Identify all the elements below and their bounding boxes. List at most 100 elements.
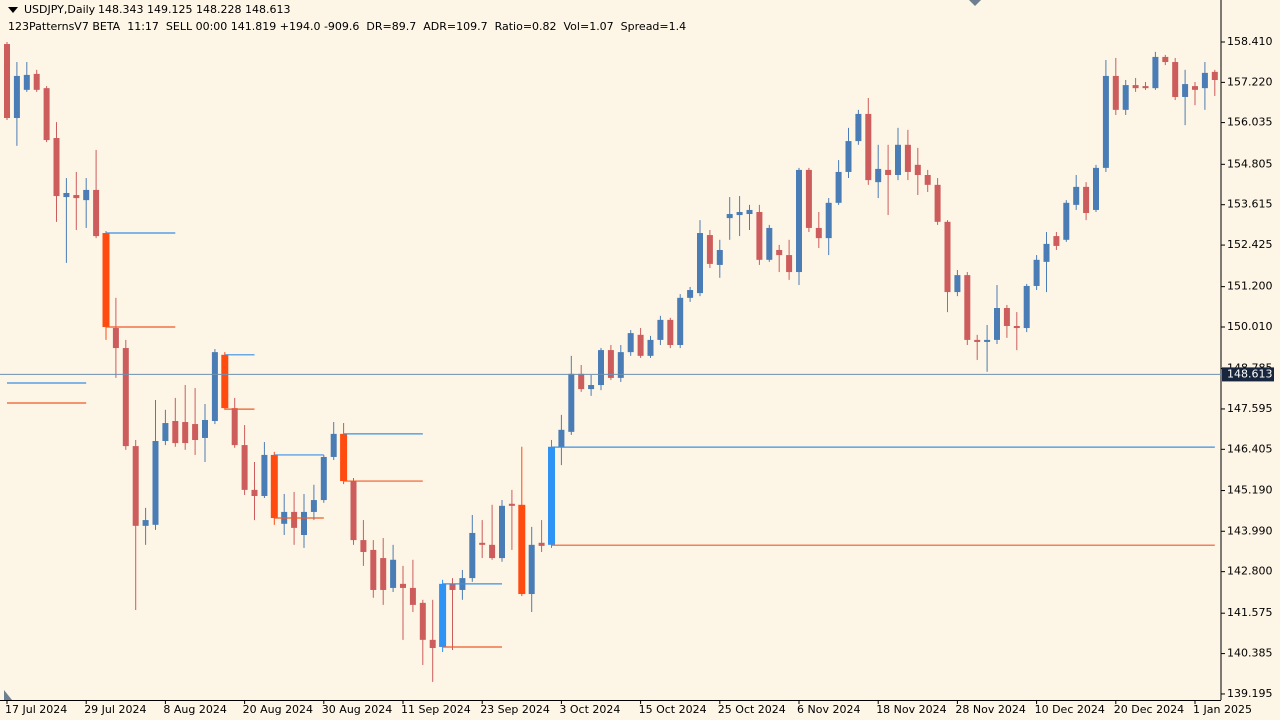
candle-body <box>1182 84 1189 97</box>
candle-body <box>33 73 40 90</box>
candle-body <box>112 328 119 349</box>
candle-body <box>617 352 624 378</box>
candle-body <box>627 333 634 353</box>
collapse-icon[interactable] <box>8 7 18 13</box>
candle-body <box>350 481 357 541</box>
candle-body <box>479 542 486 545</box>
corner-marker <box>4 690 12 700</box>
candle-body <box>964 275 971 340</box>
candle-body <box>301 511 307 536</box>
candle-body <box>202 419 208 438</box>
candle-body <box>538 542 545 546</box>
candle-body <box>667 319 674 345</box>
candle-body <box>855 113 862 142</box>
candle-body <box>122 348 129 447</box>
candle-body <box>182 422 189 444</box>
candle-body <box>904 144 911 172</box>
candle-body <box>83 189 90 201</box>
candle-body <box>1162 56 1169 63</box>
x-tick-label: 29 Jul 2024 <box>84 703 146 716</box>
x-tick-label: 6 Nov 2024 <box>797 703 860 716</box>
candle-body <box>310 500 317 512</box>
candle-body <box>4 44 10 119</box>
candle-body <box>320 456 327 501</box>
candle-body <box>974 339 981 342</box>
candle-body <box>380 558 387 590</box>
candle-body <box>1003 308 1010 326</box>
y-tick-label: 158.410 <box>1227 35 1273 48</box>
candle-body <box>697 233 703 294</box>
candle-body <box>1132 85 1139 89</box>
candle-body <box>1201 72 1208 89</box>
candle-body <box>449 583 456 590</box>
candle-body <box>1073 186 1080 205</box>
candle-body <box>13 75 20 119</box>
candle-body <box>43 88 50 141</box>
candle-body <box>1023 285 1030 329</box>
candle-body <box>1033 259 1040 286</box>
y-tick-label: 145.190 <box>1227 484 1273 497</box>
candle-body <box>637 334 644 356</box>
y-tick-label: 146.405 <box>1227 442 1273 455</box>
candle-body <box>994 308 1000 340</box>
candle-body <box>330 433 337 457</box>
candle-body <box>142 520 149 526</box>
current-price-box <box>1222 367 1274 382</box>
y-tick-label: 153.615 <box>1227 198 1273 211</box>
y-tick-label: 143.990 <box>1227 524 1273 537</box>
candle-body <box>875 168 882 183</box>
candle-body <box>815 227 822 239</box>
candle-body <box>192 424 199 440</box>
candle-body <box>291 511 298 528</box>
candle-body <box>687 290 694 298</box>
candle-body <box>1053 236 1060 246</box>
y-tick-label: 154.805 <box>1227 157 1273 170</box>
candle-body <box>439 583 447 647</box>
candle-body <box>499 505 505 559</box>
plot-area <box>4 42 1218 682</box>
y-tick-label: 156.035 <box>1227 116 1273 129</box>
candle-body <box>73 195 80 199</box>
candle-body <box>270 454 278 519</box>
candle-body <box>885 169 892 176</box>
candle-body <box>489 544 496 559</box>
candle-body <box>1112 75 1119 110</box>
candle-body <box>518 504 526 595</box>
candle-body <box>805 169 812 228</box>
y-tick-label: 157.220 <box>1227 75 1273 88</box>
candle-body <box>548 446 555 545</box>
x-tick-label: 11 Sep 2024 <box>401 703 471 716</box>
candle-body <box>241 445 248 490</box>
candle-body <box>251 489 258 496</box>
x-tick-label: 8 Aug 2024 <box>163 703 226 716</box>
candle-body <box>152 441 159 525</box>
candle-body <box>221 354 229 409</box>
x-tick-label: 3 Oct 2024 <box>559 703 620 716</box>
x-tick-label: 18 Nov 2024 <box>876 703 946 716</box>
candle-body <box>746 209 753 215</box>
x-tick-label: 25 Oct 2024 <box>718 703 786 716</box>
candle-body <box>845 141 852 172</box>
candle-body <box>1142 86 1149 89</box>
candle-body <box>400 583 406 588</box>
candle-body <box>429 639 436 648</box>
candle-body <box>796 169 802 273</box>
y-tick-label: 139.195 <box>1227 687 1273 700</box>
candle-body <box>558 429 565 447</box>
x-tick-label: 1 Jan 2025 <box>1193 703 1252 716</box>
candle-body <box>102 233 110 328</box>
candle-body <box>93 189 100 237</box>
candle-body <box>1211 71 1218 81</box>
candle-body <box>835 171 842 203</box>
y-tick-label: 147.595 <box>1227 402 1273 415</box>
candle-body <box>1172 62 1179 97</box>
candle-body <box>736 211 743 216</box>
candle-body <box>895 144 901 176</box>
shift-marker <box>969 0 981 6</box>
candle-body <box>954 275 961 293</box>
indicator-readout: 123PatternsV7 BETA 11:17 SELL 00:00 141.… <box>8 20 686 33</box>
candle-body <box>657 319 664 340</box>
candle-body <box>1063 202 1070 240</box>
